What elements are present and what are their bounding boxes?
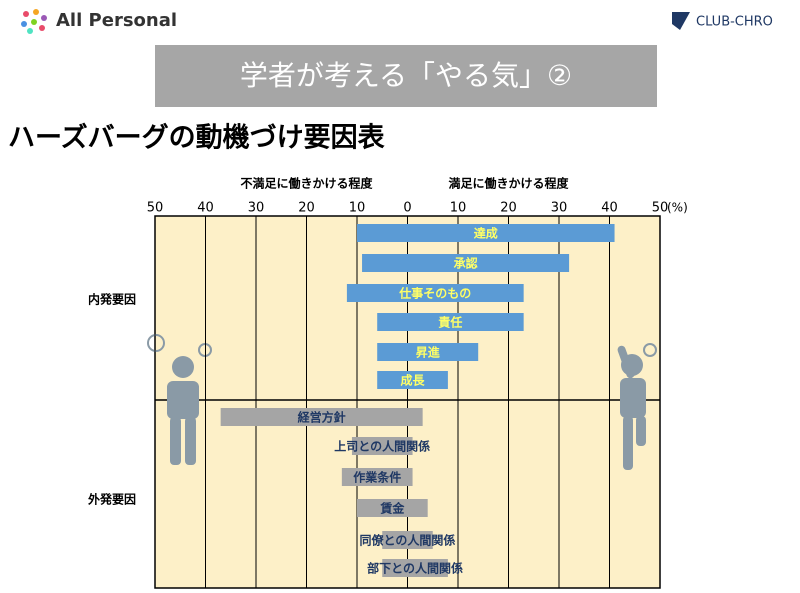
x-tick-label: 50: [652, 201, 669, 216]
logo-icon: [21, 9, 47, 34]
bar-dissatisfaction: [382, 559, 408, 577]
bar-satisfaction: [407, 531, 433, 549]
left-axis-title: 不満足に働きかける程度: [240, 176, 373, 191]
banner-text: 学者が考える「やる気」②: [240, 59, 572, 92]
bar-label: 責任: [438, 315, 462, 330]
bar-satisfaction: [407, 343, 479, 361]
bar-satisfaction: [407, 408, 423, 426]
bar-dissatisfaction: [377, 313, 408, 331]
bar-satisfaction: [407, 254, 570, 272]
bar-satisfaction: [407, 559, 448, 577]
bar-label: 昇進: [416, 345, 441, 360]
bar-dissatisfaction: [357, 499, 408, 517]
logo-text: All Personal: [56, 10, 177, 31]
bar-dissatisfaction: [357, 224, 408, 242]
x-tick-label: 20: [298, 201, 315, 216]
right-axis-title: 満足に働きかける程度: [448, 176, 569, 191]
x-unit: (%): [667, 201, 688, 215]
bar-satisfaction: [407, 284, 524, 302]
bar-dissatisfaction: [351, 437, 408, 455]
bar-label: 同僚との人間関係: [360, 533, 456, 548]
x-tick-label: 20: [500, 201, 517, 216]
brand-text: CLUB-CHRO: [696, 15, 773, 30]
bar-label: 作業条件: [353, 470, 401, 485]
bar-label: 賃金: [379, 501, 405, 516]
x-tick-label: 30: [551, 201, 568, 216]
x-tick-label: 10: [349, 201, 366, 216]
bar-satisfaction: [407, 313, 524, 331]
bar-label: 達成: [474, 226, 498, 241]
brand-icon: [672, 12, 690, 30]
bar-dissatisfaction: [377, 371, 408, 389]
x-tick-label: 50: [147, 201, 164, 216]
group-label: 外発要因: [88, 492, 136, 507]
bar-label: 部下との人間関係: [367, 561, 463, 576]
x-tick-label: 10: [450, 201, 467, 216]
page-title: ハーズバーグの動機づけ要因表: [8, 122, 385, 154]
x-tick-label: 40: [601, 201, 618, 216]
x-tick-label: 30: [248, 201, 265, 216]
bar-satisfaction: [407, 437, 413, 455]
bar-satisfaction: [407, 224, 615, 242]
bar-satisfaction: [407, 468, 413, 486]
x-tick-label: 0: [403, 201, 411, 216]
bar-dissatisfaction: [341, 468, 408, 486]
group-label: 内発要因: [88, 292, 136, 307]
bar-satisfaction: [407, 499, 428, 517]
bar-dissatisfaction: [382, 531, 408, 549]
bar-dissatisfaction: [362, 254, 408, 272]
bar-satisfaction: [407, 371, 448, 389]
bar-label: 仕事そのもの: [398, 286, 471, 301]
banner: [155, 45, 657, 107]
x-tick-label: 40: [197, 201, 214, 216]
bar-dissatisfaction: [220, 408, 408, 426]
figure-happy: [617, 343, 657, 470]
bar-label: 成長: [401, 373, 426, 388]
bar-dissatisfaction: [377, 343, 408, 361]
bar-label: 承認: [454, 256, 478, 271]
bar-label: 経営方針: [298, 410, 346, 425]
bar-label: 上司との人間関係: [334, 439, 430, 454]
figure-unhappy: [147, 334, 212, 465]
bar-dissatisfaction: [346, 284, 408, 302]
